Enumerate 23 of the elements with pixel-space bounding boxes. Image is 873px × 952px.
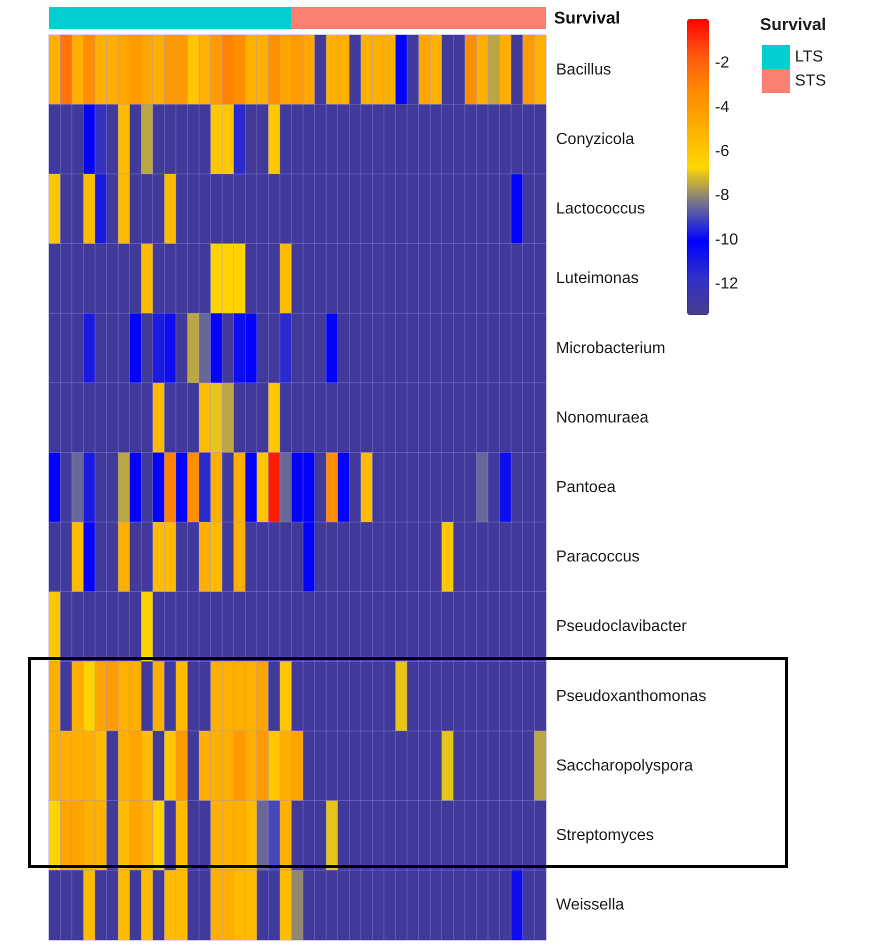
color-bar-label: -8 <box>715 187 730 204</box>
y-tick-label: Streptomyces <box>556 827 654 844</box>
y-tick-label: Pseudoxanthomonas <box>556 688 706 705</box>
y-tick-label: Saccharopolyspora <box>556 757 694 774</box>
y-tick-label: Weissella <box>556 896 624 914</box>
y-tick-label: Pseudoclavibacter <box>556 618 688 636</box>
y-tick-label: Luteimonas <box>556 270 639 288</box>
y-tick-label: Paracoccus <box>556 548 640 566</box>
legend-label: STS <box>794 72 826 90</box>
color-bar-label: -10 <box>715 231 738 248</box>
y-tick-label: Conyzicola <box>556 130 634 148</box>
y-tick-label: Bacillus <box>556 61 612 78</box>
legend-title: Survival <box>760 15 826 34</box>
y-tick-label: Pantoea <box>556 479 616 496</box>
color-bar-label: -2 <box>715 54 730 72</box>
y-tick-label: Survival <box>554 8 620 28</box>
y-tick-label: Lactococcus <box>556 200 645 218</box>
color-bar-label: -4 <box>715 98 730 116</box>
color-bar-label: -6 <box>715 143 730 160</box>
y-tick-label: Microbacterium <box>556 340 666 357</box>
y-tick-label: Nonomuraea <box>556 409 649 426</box>
color-bar-label: -12 <box>715 276 738 293</box>
legend-label: LTS <box>794 48 824 66</box>
